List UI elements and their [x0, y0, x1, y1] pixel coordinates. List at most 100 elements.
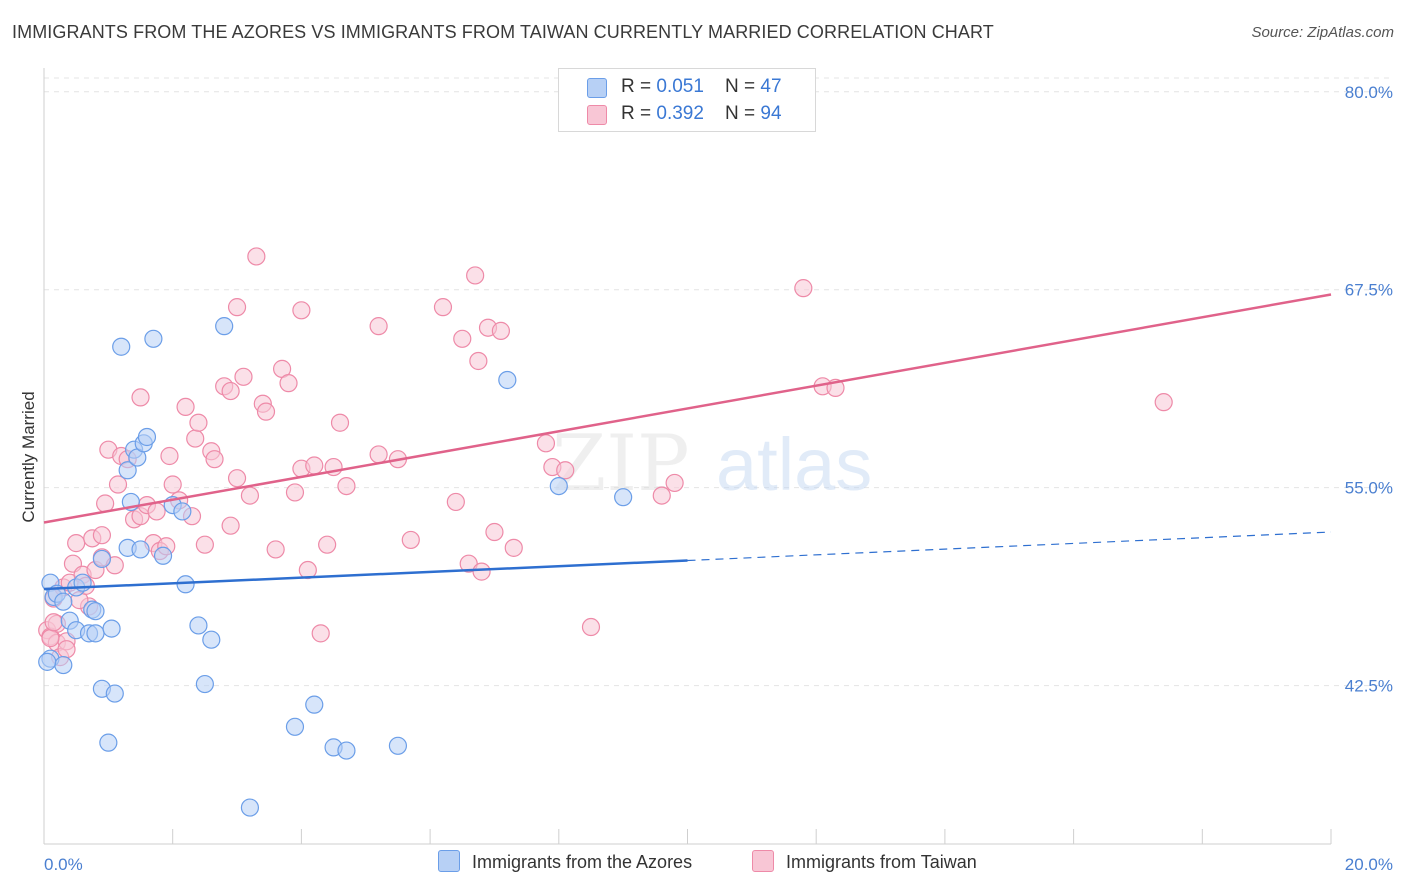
- legend-n-value: 94: [760, 103, 782, 124]
- x-ticks: [43, 829, 1332, 844]
- taiwan-legend-swatch: [752, 850, 774, 872]
- taiwan-point: [485, 522, 504, 542]
- taiwan-point: [195, 535, 214, 554]
- taiwan-point: [234, 367, 253, 386]
- azores-point: [285, 717, 305, 736]
- taiwan-point: [247, 247, 266, 266]
- azores-point: [240, 798, 260, 817]
- taiwan-point: [67, 534, 86, 553]
- taiwan-point: [556, 461, 575, 480]
- azores-point: [99, 733, 118, 752]
- azores-point: [86, 624, 105, 643]
- taiwan-point: [581, 617, 601, 637]
- legend-r-label: R =: [621, 76, 657, 97]
- taiwan-point: [652, 486, 671, 505]
- taiwan-point: [41, 629, 60, 648]
- taiwan-point: [266, 540, 285, 559]
- taiwan-point: [794, 279, 813, 298]
- taiwan-point: [227, 469, 247, 488]
- taiwan-point: [131, 388, 150, 407]
- azores-points: [38, 317, 633, 817]
- legend-r-value: 0.051: [656, 76, 704, 97]
- taiwan-point: [401, 530, 420, 550]
- y-tick-label: 80.0%: [1345, 83, 1393, 102]
- legend-n-label: N =: [725, 76, 761, 97]
- x-tick-label-left: 0.0%: [44, 855, 83, 874]
- taiwan-point: [163, 475, 182, 494]
- y-axis-label: Currently Married: [19, 391, 38, 522]
- azores-point: [86, 602, 105, 621]
- taiwan-point: [256, 402, 276, 421]
- taiwan-point: [469, 351, 488, 371]
- taiwan-point: [279, 374, 298, 393]
- azores-point: [388, 736, 408, 755]
- watermark-atlas: atlas: [716, 423, 872, 506]
- taiwan-point: [491, 321, 510, 340]
- azores-point: [144, 329, 163, 348]
- legend-item-taiwan: Immigrants from Taiwan: [752, 850, 977, 873]
- taiwan-point: [147, 502, 166, 521]
- taiwan-point: [227, 298, 247, 317]
- taiwan-point: [285, 483, 305, 502]
- taiwan-point: [330, 413, 350, 432]
- source-label: Source: ZipAtlas.com: [1251, 24, 1394, 41]
- y-tick-labels: 42.5% 55.0% 67.5% 80.0%: [1345, 83, 1393, 696]
- taiwan-point: [186, 429, 205, 448]
- taiwan-point: [536, 434, 556, 453]
- taiwan-swatch: [587, 105, 607, 125]
- azores-point: [38, 652, 57, 671]
- azores-point: [176, 575, 195, 594]
- taiwan-point: [369, 445, 388, 464]
- taiwan-point: [92, 526, 112, 545]
- taiwan-trend-line: [43, 293, 1332, 524]
- taiwan-points: [38, 247, 1173, 667]
- azores-point: [54, 655, 73, 675]
- taiwan-point: [665, 473, 684, 493]
- azores-point: [215, 317, 234, 336]
- taiwan-point: [176, 397, 195, 417]
- legend-r-value: 0.392: [656, 103, 704, 124]
- legend-n-label: N =: [725, 103, 761, 124]
- taiwan-point: [369, 317, 388, 336]
- azores-point: [102, 619, 121, 638]
- azores-swatch: [587, 78, 607, 98]
- taiwan-point: [189, 413, 208, 432]
- taiwan-legend-label: Immigrants from Taiwan: [786, 852, 977, 872]
- azores-trend-extension: [687, 531, 1332, 562]
- azores-legend-label: Immigrants from the Azores: [472, 852, 693, 872]
- y-tick-label: 67.5%: [1345, 281, 1393, 300]
- taiwan-point: [433, 298, 453, 317]
- azores-point: [112, 337, 131, 356]
- taiwan-point: [292, 301, 311, 320]
- chart-title: IMMIGRANTS FROM THE AZORES VS IMMIGRANTS…: [12, 22, 994, 42]
- azores-trend-line: [43, 559, 688, 591]
- azores-point: [614, 488, 633, 507]
- taiwan-point: [108, 475, 128, 494]
- azores-point: [92, 549, 112, 569]
- azores-point: [305, 695, 324, 714]
- taiwan-point: [466, 266, 485, 285]
- azores-point: [173, 502, 192, 521]
- correlation-legend: R = 0.051 N = 47 R = 0.392 N = 94: [558, 68, 816, 132]
- taiwan-point: [205, 450, 224, 469]
- azores-legend-swatch: [438, 850, 460, 872]
- azores-point: [105, 684, 124, 703]
- taiwan-point: [160, 446, 179, 466]
- azores-point: [498, 370, 517, 390]
- azores-point: [118, 461, 137, 480]
- azores-point: [137, 427, 157, 447]
- legend-n-value: 47: [760, 76, 782, 97]
- taiwan-point: [1154, 393, 1173, 412]
- azores-point: [195, 674, 214, 694]
- y-tick-label: 55.0%: [1345, 479, 1393, 498]
- legend-r-label: R =: [621, 103, 657, 124]
- azores-point: [131, 540, 150, 559]
- azores-point: [202, 630, 221, 649]
- watermark: ZIP atlas: [552, 419, 872, 509]
- taiwan-point: [453, 329, 472, 348]
- taiwan-point: [305, 456, 324, 475]
- taiwan-point: [221, 516, 240, 535]
- taiwan-point: [337, 476, 356, 496]
- taiwan-point: [57, 640, 76, 659]
